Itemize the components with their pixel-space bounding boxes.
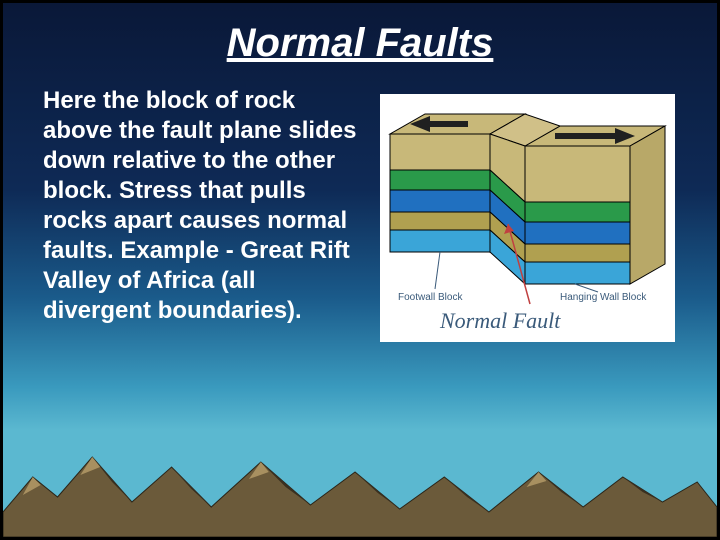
mountain-decoration bbox=[3, 417, 717, 537]
diagram-title: Normal Fault bbox=[439, 308, 561, 333]
slide-title: Normal Faults bbox=[3, 21, 717, 66]
body-text: Here the block of rock above the fault p… bbox=[43, 86, 368, 342]
normal-fault-diagram: Footwall Block Hanging Wall Block Normal… bbox=[380, 94, 675, 342]
content-row: Here the block of rock above the fault p… bbox=[3, 66, 717, 342]
diagram-svg: Footwall Block Hanging Wall Block Normal… bbox=[380, 94, 675, 342]
slide-container: Normal Faults Here the block of rock abo… bbox=[0, 0, 720, 540]
hanging-wall-block bbox=[490, 114, 665, 284]
footwall-label: Footwall Block bbox=[398, 292, 463, 303]
hangingwall-label: Hanging Wall Block bbox=[560, 292, 647, 303]
